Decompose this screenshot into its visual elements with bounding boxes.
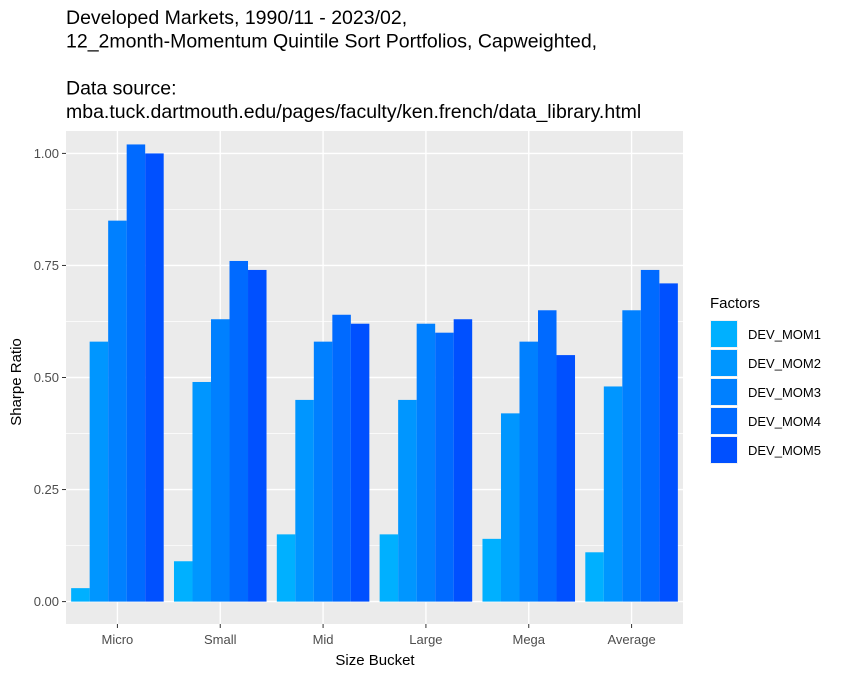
bar-dev_mom5-mega	[556, 355, 576, 602]
y-tick-label: 0.00	[34, 594, 59, 609]
chart-title-line: Data source:	[66, 78, 177, 100]
chart-title-line: 12_2month-Momentum Quintile Sort Portfol…	[66, 31, 597, 53]
y-tick-label: 0.75	[34, 258, 59, 273]
chart-title-line: Developed Markets, 1990/11 - 2023/02,	[66, 7, 407, 29]
bar-dev_mom3-large	[416, 323, 436, 602]
y-tick-label: 1.00	[34, 146, 59, 161]
bar-dev_mom5-small	[248, 269, 267, 602]
x-tick-label: Micro	[102, 632, 134, 647]
legend-label-dev_mom1: DEV_MOM1	[748, 327, 821, 342]
x-tick-label: Average	[607, 632, 655, 647]
y-tick-label: 0.50	[34, 370, 59, 385]
bar-dev_mom4-micro	[126, 144, 146, 602]
x-tick-label: Mid	[313, 632, 334, 647]
bar-dev_mom5-large	[453, 319, 473, 602]
legend-swatch-dev_mom1	[711, 321, 737, 347]
x-tick-label: Mega	[512, 632, 545, 647]
bar-dev_mom3-mid	[313, 341, 333, 602]
chart-title-line: mba.tuck.dartmouth.edu/pages/faculty/ken…	[66, 101, 641, 123]
legend-label-dev_mom4: DEV_MOM4	[748, 414, 821, 429]
bar-dev_mom1-average	[585, 552, 604, 602]
bar-dev_mom4-small	[229, 260, 249, 602]
y-tick-label: 0.25	[34, 482, 59, 497]
bar-dev_mom4-mega	[538, 310, 557, 602]
bar-dev_mom2-average	[603, 386, 623, 602]
bar-dev_mom5-average	[659, 283, 678, 602]
bar-dev_mom4-average	[640, 269, 660, 602]
bar-dev_mom2-mid	[295, 399, 314, 602]
bar-dev_mom1-small	[173, 561, 193, 602]
bar-dev_mom1-micro	[71, 588, 90, 602]
bar-dev_mom5-mid	[350, 323, 370, 602]
bar-dev_mom4-mid	[332, 314, 351, 602]
bar-dev_mom3-micro	[108, 220, 127, 602]
legend: Factors DEV_MOM1 DEV_MOM2 DEV_MOM3 DEV_MOM4…	[710, 295, 821, 464]
legend-label-dev_mom2: DEV_MOM2	[748, 356, 821, 371]
y-axis: 0.00 0.25 0.50 0.75 1.00	[34, 146, 66, 609]
legend-swatch-dev_mom3	[711, 379, 737, 405]
y-axis-title: Sharpe Ratio	[8, 338, 25, 426]
legend-label-dev_mom5: DEV_MOM5	[748, 443, 821, 458]
bar-dev_mom2-small	[192, 381, 211, 602]
bar-dev_mom4-large	[435, 332, 454, 602]
bar-dev_mom1-mid	[276, 534, 296, 602]
bar-dev_mom2-micro	[89, 341, 109, 602]
x-tick-label: Large	[409, 632, 442, 647]
bar-dev_mom1-large	[379, 534, 399, 602]
bar-dev_mom2-large	[398, 399, 417, 602]
bar-dev_mom2-mega	[500, 413, 520, 602]
legend-swatch-dev_mom5	[711, 437, 737, 463]
x-axis-title: Size Bucket	[335, 652, 415, 669]
x-tick-label: Small	[204, 632, 237, 647]
legend-swatch-dev_mom2	[711, 350, 737, 376]
bar-dev_mom5-micro	[145, 153, 164, 602]
grid-minor	[66, 209, 683, 546]
bar-dev_mom1-mega	[482, 538, 501, 602]
bars	[71, 144, 678, 602]
bar-dev_mom3-mega	[519, 341, 539, 602]
legend-title: Factors	[710, 295, 760, 312]
legend-label-dev_mom3: DEV_MOM3	[748, 385, 821, 400]
x-axis: Micro Small Mid Large Mega Average	[102, 624, 656, 647]
bar-dev_mom3-small	[210, 319, 230, 602]
legend-swatch-dev_mom4	[711, 408, 737, 434]
chart-title: Developed Markets, 1990/11 - 2023/02,12_…	[66, 7, 641, 123]
bar-dev_mom3-average	[622, 310, 641, 602]
